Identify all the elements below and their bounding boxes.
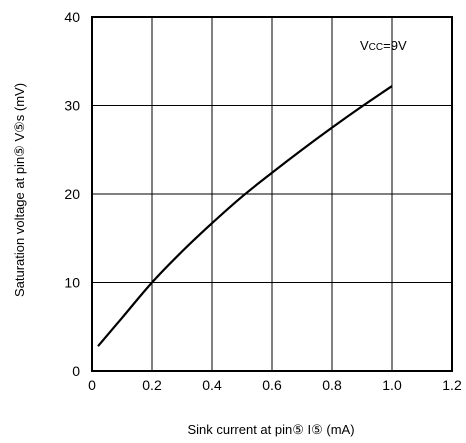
plot-frame	[91, 16, 453, 372]
y-tick-label: 0	[72, 363, 80, 379]
x-tick-label: 0	[88, 377, 96, 393]
x-tick-label: 1.0	[382, 377, 402, 393]
y-axis-label: Saturation voltage at pin⑤ V⑤s (mV)	[12, 83, 27, 297]
plot-border	[91, 16, 453, 372]
series-line	[97, 85, 393, 347]
x-tick-label: 0.2	[142, 377, 162, 393]
grid	[92, 17, 452, 371]
x-tick-labels: 0 0.2 0.4 0.6 0.8 1.0 1.2	[88, 377, 462, 393]
x-tick-label: 0.6	[262, 377, 282, 393]
y-tick-label: 20	[64, 186, 80, 202]
annotation-vcc: VCC=9V	[360, 38, 407, 53]
x-axis-label: Sink current at pin⑤ I⑤ (mA)	[187, 422, 354, 437]
y-tick-label: 10	[64, 275, 80, 291]
series	[97, 85, 393, 347]
x-tick-label: 0.8	[322, 377, 342, 393]
x-tick-label: 1.2	[442, 377, 462, 393]
y-tick-labels: 0 10 20 30 40	[64, 9, 80, 379]
y-tick-label: 30	[64, 98, 80, 114]
y-tick-label: 40	[64, 9, 80, 25]
x-tick-label: 0.4	[202, 377, 222, 393]
